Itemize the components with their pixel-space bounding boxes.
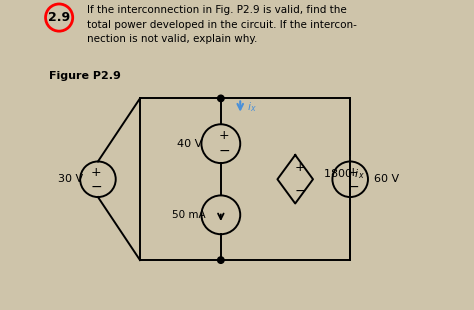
Text: +: + <box>295 162 305 175</box>
Text: 2.9: 2.9 <box>48 11 70 24</box>
Text: $i_x$: $i_x$ <box>246 100 256 114</box>
Text: If the interconnection in Fig. P2.9 is valid, find the: If the interconnection in Fig. P2.9 is v… <box>87 6 346 16</box>
Text: $1800\ i_x$: $1800\ i_x$ <box>323 167 365 181</box>
Circle shape <box>218 257 224 263</box>
Text: −: − <box>218 144 230 158</box>
Text: 40 V: 40 V <box>177 139 203 149</box>
Text: 50 mA: 50 mA <box>172 210 205 220</box>
Text: −: − <box>294 184 306 197</box>
Text: nection is not valid, explain why.: nection is not valid, explain why. <box>87 34 257 44</box>
Text: Figure P2.9: Figure P2.9 <box>49 71 121 81</box>
Text: +: + <box>219 129 229 142</box>
Text: −: − <box>347 179 359 193</box>
Circle shape <box>218 95 224 102</box>
Text: −: − <box>91 179 102 193</box>
Text: total power developed in the circuit. If the intercon-: total power developed in the circuit. If… <box>87 20 356 30</box>
Text: +: + <box>91 166 101 179</box>
Text: +: + <box>348 166 359 179</box>
Text: 60 V: 60 V <box>374 174 400 184</box>
Text: 30 V: 30 V <box>58 174 83 184</box>
